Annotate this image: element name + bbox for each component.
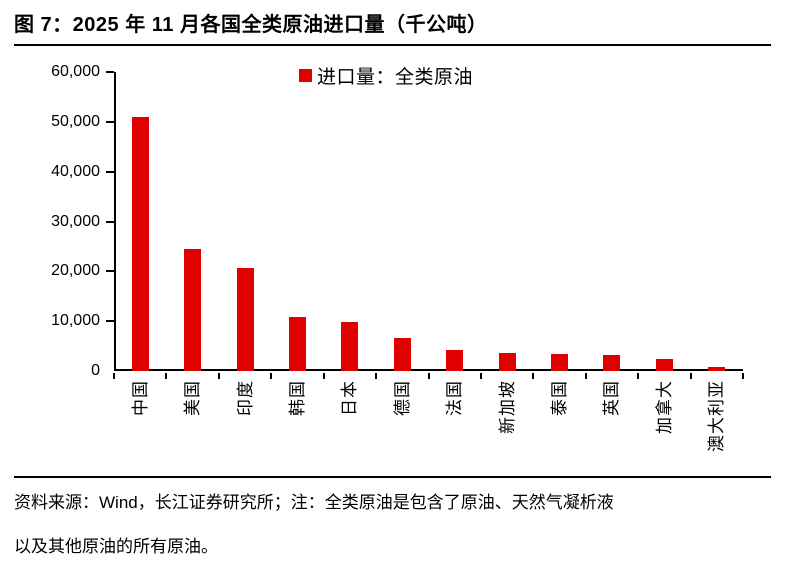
x-axis-tick bbox=[584, 373, 587, 379]
y-axis-tick bbox=[106, 320, 114, 323]
y-axis-tick bbox=[106, 120, 114, 123]
y-axis-label: 40,000 bbox=[51, 162, 100, 180]
y-axis-label: 50,000 bbox=[51, 112, 100, 130]
x-axis-label: 印度 bbox=[235, 380, 255, 416]
x-axis-tick bbox=[217, 373, 220, 379]
x-axis-tick bbox=[742, 373, 744, 379]
bar bbox=[236, 267, 254, 371]
x-axis-tick bbox=[689, 373, 692, 379]
x-axis-tick bbox=[322, 373, 325, 379]
y-axis-tick bbox=[106, 220, 114, 223]
y-axis-label: 0 bbox=[91, 362, 100, 379]
figure-title: 图 7：2025 年 11 月各国全类原油进口量（千公吨） bbox=[14, 14, 488, 36]
bar bbox=[131, 116, 149, 371]
x-axis-label: 英国 bbox=[602, 380, 622, 416]
y-axis-label: 30,000 bbox=[51, 212, 100, 230]
chart-legend: 进口量：全类原油 bbox=[299, 62, 473, 89]
y-axis-tick bbox=[106, 71, 114, 73]
x-axis-tick bbox=[637, 373, 640, 379]
x-axis-tick bbox=[165, 373, 168, 379]
x-axis-label: 法国 bbox=[445, 380, 465, 416]
x-axis-tick bbox=[375, 373, 378, 379]
bar bbox=[184, 249, 202, 371]
x-axis-label: 澳大利亚 bbox=[707, 380, 727, 452]
y-axis-label: 60,000 bbox=[51, 63, 100, 80]
legend-swatch-icon bbox=[299, 69, 312, 82]
x-axis-tick bbox=[532, 373, 535, 379]
bar bbox=[341, 322, 359, 371]
footer-divider-rule bbox=[14, 476, 771, 478]
y-axis-tick bbox=[106, 170, 114, 173]
x-axis-label: 韩国 bbox=[287, 380, 307, 416]
source-note-line: 以及其他原油的所有原油。 bbox=[14, 537, 218, 556]
bar bbox=[393, 338, 411, 371]
x-axis-label: 德国 bbox=[392, 380, 412, 416]
bar bbox=[603, 354, 621, 371]
source-note: 资料来源：Wind，长江证券研究所；注：全类原油是包含了原油、天然气凝析液 以及… bbox=[14, 491, 774, 571]
x-axis-tick bbox=[113, 373, 115, 379]
x-axis-label: 新加坡 bbox=[497, 380, 517, 434]
title-divider-rule bbox=[14, 44, 771, 46]
bar bbox=[446, 349, 464, 371]
plot-area bbox=[114, 72, 743, 371]
y-axis-label: 10,000 bbox=[51, 312, 100, 330]
x-axis-tick bbox=[427, 373, 430, 379]
bar bbox=[655, 359, 673, 371]
source-note-line: 资料来源：Wind，长江证券研究所；注：全类原油是包含了原油、天然气凝析液 bbox=[14, 493, 614, 512]
y-axis-tick bbox=[106, 270, 114, 273]
x-axis-label: 中国 bbox=[130, 380, 150, 416]
bar bbox=[288, 317, 306, 371]
x-axis-label: 美国 bbox=[183, 380, 203, 416]
bar bbox=[708, 367, 726, 371]
x-axis-tick bbox=[479, 373, 482, 379]
x-axis-label: 泰国 bbox=[550, 380, 570, 416]
x-axis-label: 日本 bbox=[340, 380, 360, 416]
bar bbox=[498, 352, 516, 371]
legend-label: 进口量：全类原油 bbox=[317, 67, 474, 88]
x-axis-label: 加拿大 bbox=[654, 380, 674, 434]
y-axis-label: 20,000 bbox=[51, 262, 100, 280]
bar bbox=[551, 354, 569, 371]
x-axis-tick bbox=[270, 373, 273, 379]
